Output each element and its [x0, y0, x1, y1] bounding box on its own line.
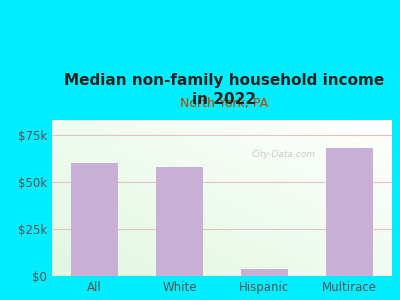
Text: City-Data.com: City-Data.com — [251, 150, 315, 159]
Bar — [326, 148, 373, 276]
Bar — [71, 163, 118, 276]
Text: North York, PA: North York, PA — [180, 97, 268, 110]
Bar — [156, 167, 203, 276]
Bar — [241, 269, 288, 276]
Text: Median non-family household income
in 2022: Median non-family household income in 20… — [64, 73, 384, 106]
